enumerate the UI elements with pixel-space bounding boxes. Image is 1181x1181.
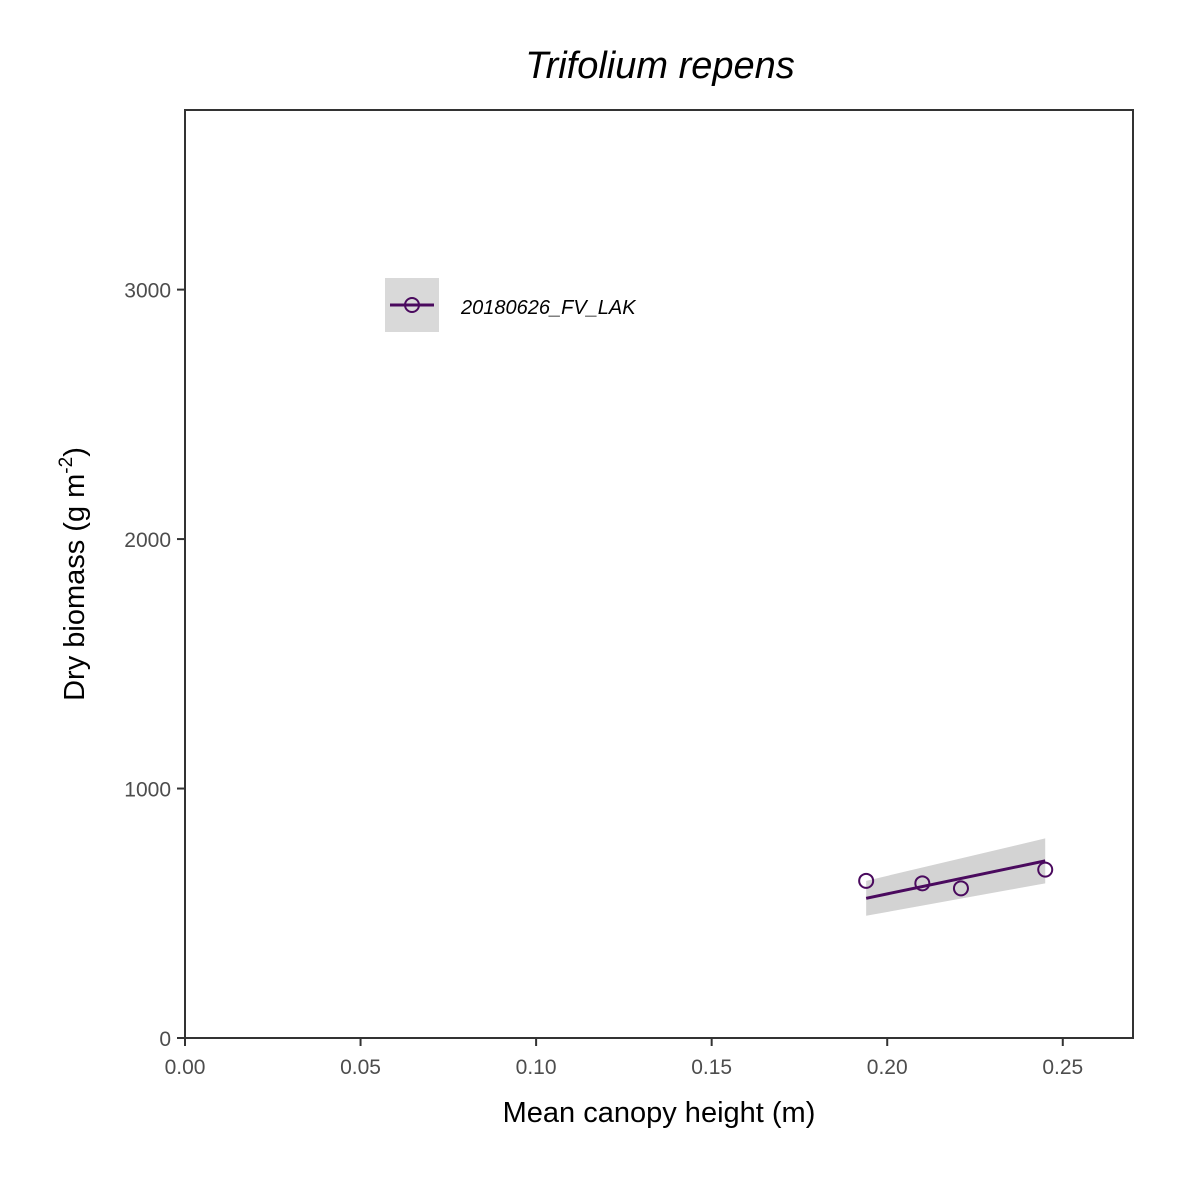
x-tick-label: 0.00 (165, 1056, 206, 1079)
fit-line-0 (865, 859, 1046, 900)
data-point-1 (914, 875, 931, 892)
y-axis-title: Dry biomass (g m-2) (56, 447, 91, 701)
x-tick-label: 0.25 (1042, 1056, 1083, 1079)
x-axis-title: Mean canopy height (m) (503, 1097, 816, 1129)
y-axis-title-main: Dry biomass (g m (59, 474, 91, 701)
confidence-bands (866, 838, 1046, 916)
fit-lines (865, 859, 1046, 900)
x-tick-label: 0.05 (340, 1056, 381, 1079)
data-point-0 (858, 872, 875, 889)
chart-title: Trifolium repens (525, 45, 795, 87)
legend: 20180626_FV_LAK (385, 278, 637, 332)
x-tick-label: 0.10 (516, 1056, 557, 1079)
y-tick-label: 3000 (124, 280, 171, 303)
confidence-band-0 (866, 838, 1046, 916)
data-points (858, 861, 1054, 897)
x-axis: 0.00 0.05 0.10 0.15 0.20 0.25 (165, 1038, 1083, 1079)
y-axis-title-superscript: -2 (56, 457, 77, 474)
y-tick-label: 2000 (124, 529, 171, 552)
x-tick-label: 0.20 (867, 1056, 908, 1079)
y-tick-label: 1000 (124, 779, 171, 802)
x-tick-label: 0.15 (691, 1056, 732, 1079)
legend-label: 20180626_FV_LAK (460, 297, 637, 319)
y-axis-title-end: ) (59, 447, 91, 457)
y-axis: 0 1000 2000 3000 (124, 280, 185, 1051)
legend-key-marker (404, 297, 420, 313)
data-point-2 (952, 880, 969, 897)
data-point-3 (1037, 861, 1054, 878)
plot-panel (184, 109, 1134, 1039)
y-tick-label: 0 (159, 1028, 171, 1051)
